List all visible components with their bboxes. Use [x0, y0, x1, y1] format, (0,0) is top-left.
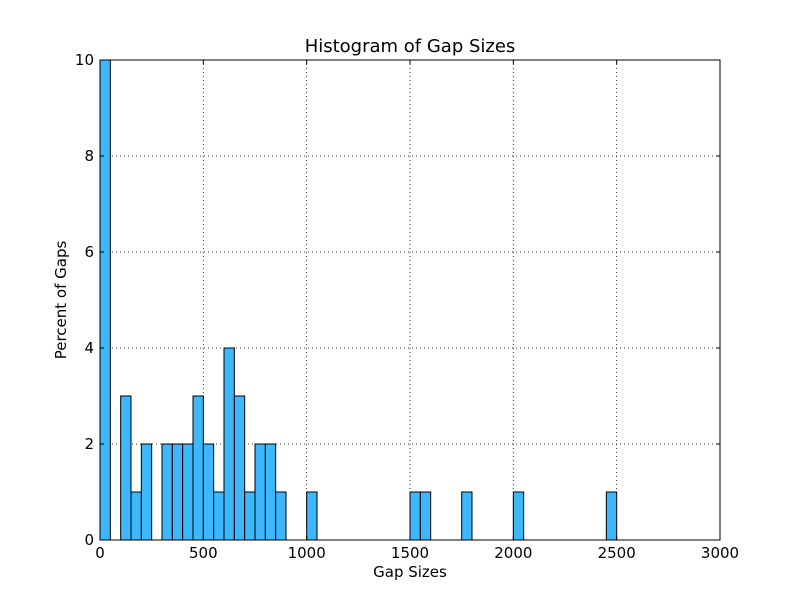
histogram-bar [99, 59, 111, 541]
histogram-bar [213, 491, 225, 541]
histogram-bar [140, 443, 153, 541]
histogram-bar [275, 491, 287, 541]
y-tick-label: 0 [84, 531, 94, 549]
histogram-bar [161, 443, 173, 541]
histogram-bar [409, 491, 421, 541]
histogram-bar [223, 347, 235, 541]
x-tick-label: 0 [95, 544, 105, 562]
histogram-bar [264, 443, 277, 541]
histogram-bar [461, 491, 473, 541]
y-tick-label: 4 [84, 339, 94, 357]
histogram-bar [171, 443, 184, 541]
histogram-bar [202, 443, 215, 541]
chart-title: Histogram of Gap Sizes [305, 36, 516, 57]
y-tick-label: 6 [84, 243, 94, 261]
histogram-bar [244, 491, 256, 541]
grid-lines [100, 60, 720, 540]
histogram-bar [605, 491, 618, 541]
y-tick-label: 2 [84, 435, 94, 453]
histogram-bar [192, 395, 204, 541]
histogram-bar [120, 395, 132, 541]
x-tick-label: 1000 [288, 544, 326, 562]
x-tick-label: 2500 [598, 544, 636, 562]
y-axis-label: Percent of Gaps [52, 241, 70, 360]
x-tick-label: 1500 [391, 544, 429, 562]
histogram-bar [419, 491, 432, 541]
x-axis-label: Gap Sizes [373, 563, 447, 581]
histogram-bar [254, 443, 266, 541]
histogram-bar [512, 491, 525, 541]
x-tick-label: 3000 [701, 544, 739, 562]
histogram-bar [130, 491, 142, 541]
x-tick-labels: 0 500 1000 1500 2000 2500 3000 [95, 544, 739, 562]
y-tick-labels: 0 2 4 6 8 10 [75, 51, 94, 549]
histogram-bar [306, 491, 318, 541]
axis-ticks [99, 59, 721, 541]
y-tick-label: 8 [84, 147, 94, 165]
histogram-bar [182, 443, 194, 541]
x-tick-label: 500 [189, 544, 218, 562]
y-tick-label: 10 [75, 51, 94, 69]
histogram-bar [233, 395, 246, 541]
x-tick-label: 2000 [494, 544, 532, 562]
